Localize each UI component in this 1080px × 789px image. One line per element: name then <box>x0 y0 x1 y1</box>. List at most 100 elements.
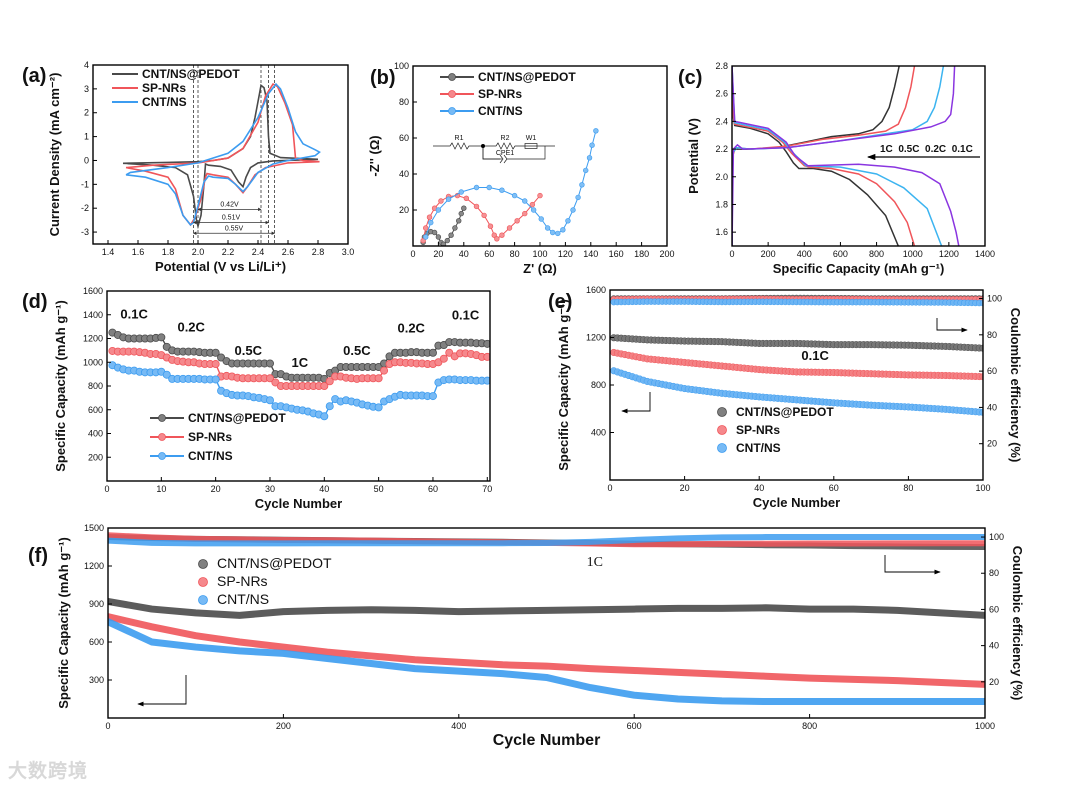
panel-e-y-tick-label: 400 <box>591 428 606 438</box>
rate-annotation: 0.5C <box>343 343 371 358</box>
legend-swatch-marker <box>198 577 208 587</box>
panel-f-axes-frame <box>107 527 986 719</box>
eis-point-cnt-ns <box>579 182 585 188</box>
rate-point-cnt-ns <box>483 376 490 385</box>
panel-f-x-tick-label: 400 <box>451 721 466 731</box>
cv-curve-cnt-ns <box>125 82 321 227</box>
eis-point-cnt-ns-pedot <box>461 205 467 211</box>
rate-point-sp-nrs <box>211 360 220 369</box>
eis-point-cnt-ns <box>565 218 571 224</box>
eis-point-cnt-ns <box>549 229 556 236</box>
panel-c: (c) 0 200 400 600 800 1000 1200 1400 1.6 1.8 2.0 2.2… <box>678 61 995 276</box>
eis-point-cnt-ns-pedot <box>431 229 438 236</box>
circuit-label-w1: W1 <box>526 135 537 142</box>
eis-point-sp-nrs <box>491 232 497 238</box>
discharge-curve-1c <box>732 66 899 246</box>
panel-f-plot-area <box>108 532 985 706</box>
panel-b-x-tick-label: 100 <box>532 249 547 259</box>
panel-b-x-tick-label: 120 <box>558 249 573 259</box>
rate-point-cnt-ns-pedot <box>385 352 394 361</box>
panel-e-x-tick-label: 100 <box>975 483 990 493</box>
panel-a-y-tick-label: -3 <box>81 227 89 237</box>
panel-d-y-tick-label: 600 <box>88 405 103 415</box>
eis-point-cnt-ns <box>555 230 561 237</box>
discharge-curve-0-2c <box>732 66 943 246</box>
rate-point-cnt-ns-pedot <box>157 333 166 342</box>
panel-a-plot-area <box>122 65 321 244</box>
panel-d-x-tick-label: 10 <box>156 484 166 494</box>
circuit-wire <box>433 142 555 150</box>
capacity-point-cnt-ns <box>979 408 983 416</box>
legend-label-cnt-ns: CNT/NS <box>142 95 187 109</box>
eis-point-cnt-ns <box>575 194 581 201</box>
left-axis-arrow <box>621 392 651 414</box>
panel-f-x-tick-label: 800 <box>802 721 817 731</box>
panel-d-y-tick-label: 1400 <box>83 310 103 320</box>
panel-f-x-tick-label: 0 <box>105 721 110 731</box>
eis-point-cnt-ns-pedot <box>444 237 450 244</box>
panel-e-x-axis-label: Cycle Number <box>753 495 840 510</box>
legend-label-sp-nrs: SP-NRs <box>188 430 232 444</box>
rate-annotation: 0.1C <box>801 348 829 363</box>
panel-c-x-tick-label: 1200 <box>939 249 959 259</box>
legend-swatch-marker <box>158 433 166 441</box>
panel-e-x-tick-label: 80 <box>903 483 913 493</box>
peak-separation-label: 0.51V <box>222 215 241 222</box>
panel-c-y-axis-label: Potential (V) <box>686 118 701 194</box>
panel-b-x-tick-label: 80 <box>510 249 520 259</box>
panel-e-y-tick-label: 1600 <box>586 285 606 295</box>
legend-swatch-marker <box>158 414 166 422</box>
eis-point-sp-nrs <box>438 198 444 204</box>
legend-swatch-marker <box>198 559 208 569</box>
panel-b-x-tick-label: 180 <box>634 249 649 259</box>
panel-e-x-tick-label: 0 <box>607 483 612 493</box>
panel-d-x-tick-label: 50 <box>374 484 384 494</box>
panel-f-y2-tick-label: 20 <box>989 677 999 687</box>
panel-e-y2-tick-label: 80 <box>987 330 997 340</box>
panel-a-x-axis-label: Potential (V vs Li/Li⁺) <box>155 259 286 274</box>
legend-label-cnt-ns: CNT/NS <box>217 591 269 607</box>
panel-a-x-tick-label: 2.4 <box>252 247 265 257</box>
rate-point-sp-nrs <box>320 381 329 390</box>
legend-swatch-marker <box>198 595 208 605</box>
rate-annotation: 0.2C <box>177 319 205 334</box>
legend-label-cnt-ns-pedot: CNT/NS@PEDOT <box>736 405 834 419</box>
panel-b-x-tick-label: 20 <box>433 249 443 259</box>
eis-point-sp-nrs <box>529 201 536 208</box>
panel-b-axes-frame <box>412 65 668 247</box>
panel-b-x-tick-label: 0 <box>410 249 415 259</box>
panel-f: (f) 0 200 400 600 800 1000 300 600 900 1200 1500 20 4… <box>28 523 1025 749</box>
capacity-point-sp-nrs <box>979 373 983 381</box>
legend-swatch-marker <box>158 452 166 460</box>
capacity-trace-cnt-ns <box>108 618 985 706</box>
rate-annotation: 1C 0.5C 0.2C 0.1C <box>880 144 973 155</box>
panel-a-y-tick-label: 1 <box>84 132 89 142</box>
panel-d-y-tick-label: 800 <box>88 381 103 391</box>
legend-swatch-marker <box>717 443 727 453</box>
rate-point-sp-nrs <box>439 354 448 363</box>
panel-b-x-tick-label: 60 <box>484 249 494 259</box>
rate-point-sp-nrs <box>325 377 334 386</box>
legend-swatch-marker <box>448 90 456 98</box>
panel-c-plot-area <box>732 66 960 246</box>
panel-c-y-tick-label: 1.8 <box>715 199 728 209</box>
rate-annotation: 0.2C <box>397 321 425 336</box>
eis-point-cnt-ns <box>435 207 442 213</box>
capacity-trace-sp-nrs <box>108 613 985 688</box>
eis-point-cnt-ns <box>583 167 589 174</box>
legend-label-sp-nrs: SP-NRs <box>217 573 268 589</box>
panel-a-x-tick-label: 2.2 <box>222 247 235 257</box>
panel-c-x-axis-label: Specific Capacity (mAh g⁻¹) <box>773 261 945 276</box>
panel-c-y-tick-label: 2.0 <box>715 172 728 182</box>
rate-annotation: 0.1C <box>452 308 480 323</box>
peak-separation-label: 0.42V <box>220 201 239 208</box>
eis-point-cnt-ns <box>593 128 599 134</box>
eis-point-cnt-ns-pedot <box>448 232 454 238</box>
panel-f-y-tick-label: 300 <box>89 675 104 685</box>
panel-f-y-tick-label: 900 <box>89 599 104 609</box>
panel-d-x-tick-label: 20 <box>211 484 221 494</box>
watermark-logo: 大数跨境 <box>8 760 89 782</box>
legend-label-sp-nrs: SP-NRs <box>142 81 186 95</box>
eis-point-sp-nrs <box>514 218 520 224</box>
legend-label-cnt-ns-pedot: CNT/NS@PEDOT <box>478 70 576 84</box>
